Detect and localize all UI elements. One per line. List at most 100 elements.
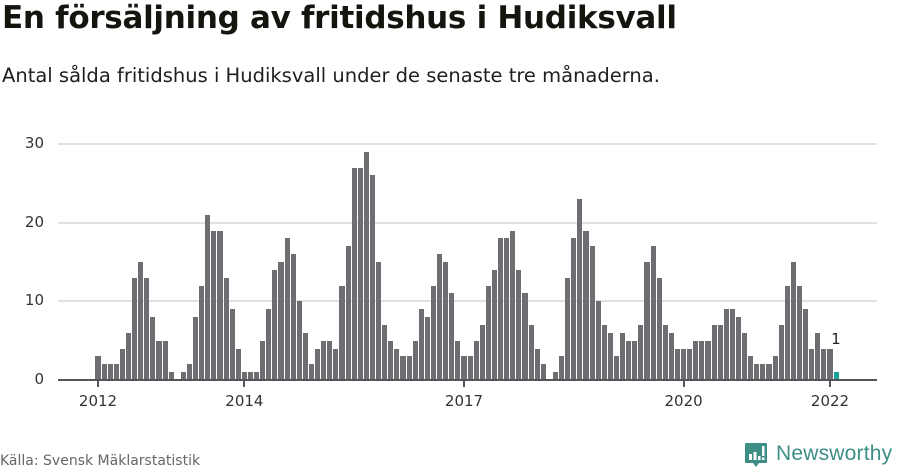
bar bbox=[534, 348, 540, 380]
bar bbox=[138, 262, 144, 380]
bar bbox=[193, 317, 199, 380]
bar bbox=[168, 372, 174, 380]
bar bbox=[601, 324, 607, 380]
x-axis-line bbox=[58, 379, 877, 381]
bar bbox=[376, 262, 382, 380]
bar bbox=[254, 372, 260, 380]
bar bbox=[772, 356, 778, 380]
bar bbox=[784, 285, 790, 380]
bar bbox=[205, 214, 211, 380]
bar bbox=[443, 262, 449, 380]
y-tick-label: 20 bbox=[24, 212, 44, 231]
highlighted-bar bbox=[833, 372, 839, 380]
bar bbox=[711, 324, 717, 380]
bar bbox=[583, 230, 589, 380]
bar bbox=[266, 309, 272, 380]
bar bbox=[613, 356, 620, 380]
x-tick-label: 2020 bbox=[664, 392, 703, 410]
bar bbox=[424, 317, 430, 380]
bar bbox=[638, 324, 644, 380]
bar bbox=[687, 348, 693, 380]
bar bbox=[260, 340, 266, 380]
bar bbox=[229, 309, 235, 380]
bar bbox=[382, 324, 388, 380]
bar bbox=[345, 246, 351, 380]
bar bbox=[412, 340, 418, 380]
newsworthy-logo-icon bbox=[744, 442, 768, 467]
bar bbox=[693, 340, 699, 380]
bar bbox=[107, 364, 113, 380]
bar bbox=[742, 332, 748, 380]
bar bbox=[504, 238, 510, 380]
bar bbox=[827, 348, 833, 380]
y-tick-label: 0 bbox=[34, 370, 44, 388]
bar bbox=[809, 348, 815, 380]
bar bbox=[357, 167, 363, 380]
bar bbox=[748, 356, 754, 380]
bar bbox=[406, 356, 412, 380]
bar bbox=[485, 285, 491, 380]
newsworthy-logo: Newsworthy bbox=[744, 442, 893, 467]
gridline bbox=[58, 143, 877, 145]
bar bbox=[113, 364, 119, 380]
bar bbox=[186, 364, 193, 380]
bar bbox=[559, 356, 565, 380]
bar bbox=[516, 269, 522, 380]
bar bbox=[272, 269, 278, 380]
bar bbox=[656, 277, 662, 380]
x-tick-mark bbox=[463, 380, 465, 387]
chart-subtitle: Antal sålda fritidshus i Hudiksvall unde… bbox=[2, 64, 660, 87]
gridline bbox=[58, 221, 877, 224]
bar bbox=[571, 238, 577, 380]
bar bbox=[437, 254, 443, 380]
bar bbox=[150, 317, 156, 380]
bar bbox=[461, 356, 467, 380]
bar bbox=[815, 332, 821, 380]
brand-name: Newsworthy bbox=[776, 442, 893, 465]
bar-chart: 0 10 20 30 2012 2014 2017 2020 2022 1 bbox=[0, 120, 900, 420]
bar bbox=[449, 293, 455, 380]
bar bbox=[247, 372, 254, 380]
bar bbox=[754, 364, 760, 380]
bar bbox=[650, 246, 656, 380]
y-tick-label: 10 bbox=[24, 291, 44, 310]
x-tick-label: 2014 bbox=[225, 392, 264, 410]
bar bbox=[315, 348, 321, 380]
bar bbox=[796, 285, 803, 380]
bar bbox=[589, 246, 595, 380]
bar bbox=[552, 372, 559, 380]
bar bbox=[620, 332, 626, 380]
x-tick-label: 2022 bbox=[810, 392, 850, 410]
bar bbox=[735, 317, 742, 380]
bar bbox=[369, 175, 376, 380]
bar bbox=[211, 230, 217, 380]
bar bbox=[101, 364, 107, 380]
bar bbox=[296, 301, 302, 380]
bar bbox=[626, 340, 632, 380]
bar bbox=[400, 356, 406, 380]
bar bbox=[717, 324, 723, 380]
bar bbox=[491, 269, 498, 380]
bar bbox=[235, 348, 241, 380]
bar bbox=[510, 230, 516, 380]
bar bbox=[723, 309, 729, 380]
bar bbox=[363, 151, 369, 380]
bar bbox=[308, 364, 315, 380]
bar bbox=[821, 348, 827, 380]
x-tick-label: 2017 bbox=[444, 392, 484, 410]
bar bbox=[668, 332, 674, 380]
bar bbox=[217, 230, 223, 380]
bar bbox=[607, 332, 613, 380]
bar bbox=[125, 332, 132, 380]
bar bbox=[803, 309, 809, 380]
bar bbox=[632, 340, 638, 380]
bar bbox=[430, 285, 437, 380]
bar bbox=[156, 340, 162, 380]
bar bbox=[577, 199, 583, 380]
bar bbox=[528, 324, 534, 380]
source-note: Källa: Svensk Mäklarstatistik bbox=[0, 453, 201, 469]
bar bbox=[790, 262, 796, 380]
bar bbox=[290, 254, 296, 380]
y-tick-label: 30 bbox=[24, 134, 44, 152]
bar bbox=[351, 167, 357, 380]
